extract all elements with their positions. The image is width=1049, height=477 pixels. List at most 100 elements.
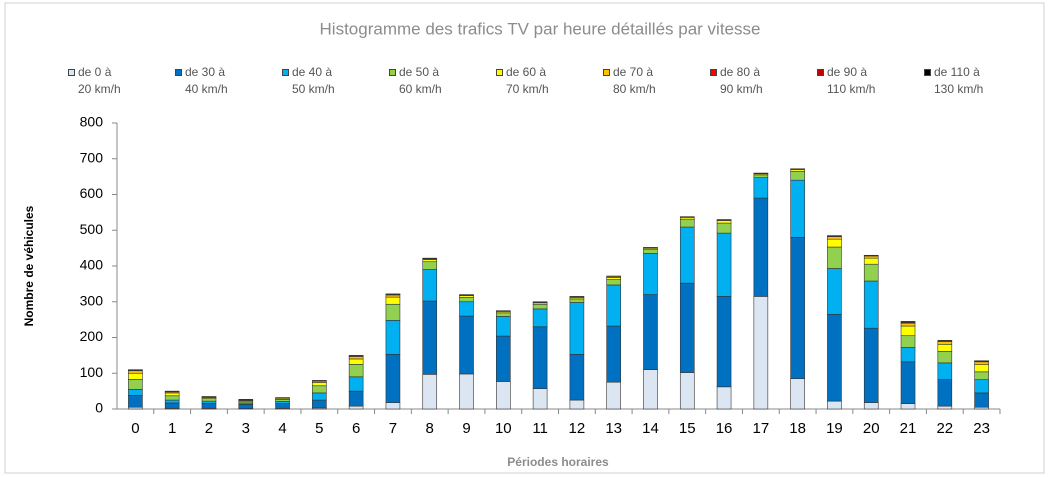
x-tick-label: 9 — [462, 420, 470, 437]
bar-segment — [128, 395, 143, 408]
y-tick-label: 0 — [95, 400, 103, 416]
bar-segment — [937, 405, 953, 410]
bar-segment — [827, 246, 842, 269]
bar-segment — [532, 326, 548, 389]
bar-segment — [422, 269, 438, 302]
legend-swatch — [817, 69, 824, 76]
bar-segment — [900, 325, 916, 337]
bar-segment — [275, 399, 290, 402]
bar-segment — [863, 327, 879, 403]
bar-segment — [532, 308, 548, 328]
y-tick-label: 100 — [80, 364, 104, 380]
bar-segment — [459, 301, 474, 317]
bar-segment — [312, 399, 327, 409]
bar-segment — [753, 296, 769, 410]
bar-segment — [937, 343, 953, 352]
bar-segment — [716, 220, 732, 224]
legend-label: de 30 à 40 km/h — [185, 65, 228, 96]
bar-segment — [312, 392, 327, 401]
x-tick-label: 14 — [642, 420, 659, 437]
bar-segment — [532, 303, 548, 310]
bar-segment — [385, 294, 401, 298]
bar-segment — [385, 402, 401, 410]
bar-segment — [422, 261, 438, 270]
x-tick-label: 5 — [315, 420, 323, 437]
bar-segment — [643, 253, 658, 295]
bar-segment — [827, 238, 842, 248]
bar-segment — [569, 302, 585, 355]
bar-segment — [900, 335, 916, 348]
bar-segment — [863, 255, 879, 259]
bar-segment — [569, 399, 585, 410]
bar-segment — [164, 402, 180, 409]
legend-label: de 80 à 90 km/h — [720, 65, 763, 96]
bar-segment — [459, 315, 474, 375]
bar-segment — [164, 399, 180, 404]
legend-item: de 50 à 60 km/h — [389, 64, 442, 98]
x-tick-label: 7 — [389, 420, 397, 437]
bar-segment — [606, 277, 621, 280]
bar-segment — [863, 263, 879, 282]
x-tick-label: 0 — [131, 420, 139, 437]
legend-item: de 60 à 70 km/h — [496, 64, 549, 98]
bar-segment — [238, 399, 254, 401]
bar-segment — [863, 280, 879, 329]
bar-segment — [937, 341, 953, 345]
bar-segment — [753, 197, 769, 297]
x-tick-label: 4 — [278, 420, 286, 437]
legend-item: de 0 à 20 km/h — [68, 64, 121, 98]
bar-segment — [201, 400, 217, 404]
bar-segment — [679, 282, 695, 373]
bar-segment — [863, 402, 879, 410]
bar-segment — [422, 374, 438, 410]
bar-segment — [643, 369, 658, 410]
bar-segment — [974, 361, 989, 365]
bar-segment — [348, 356, 364, 360]
bar-segment — [201, 398, 217, 402]
legend-swatch — [710, 69, 717, 76]
bar-segment — [385, 320, 401, 355]
x-tick-label: 3 — [242, 420, 250, 437]
legend-label: de 50 à 60 km/h — [399, 65, 442, 96]
bar-segment — [385, 354, 401, 403]
x-tick-label: 8 — [426, 420, 434, 437]
legend-item: de 70 à 80 km/h — [603, 64, 656, 98]
bar-segment — [716, 296, 732, 388]
bar-segment — [790, 378, 805, 410]
bar-segment — [753, 177, 769, 199]
bar-segment — [937, 351, 953, 364]
bar-segment — [643, 294, 658, 370]
bar-segment — [679, 218, 695, 228]
bar-segment — [496, 316, 511, 337]
x-tick-label: 2 — [205, 420, 213, 437]
bar-segment — [900, 403, 916, 410]
y-tick-label: 200 — [80, 328, 104, 344]
bar-segment — [606, 381, 621, 410]
x-tick-label: 23 — [973, 420, 990, 437]
bar-segment — [348, 364, 364, 378]
legend-label: de 90 à 110 km/h — [827, 65, 876, 96]
x-tick-label: 13 — [605, 420, 622, 437]
legend-swatch — [175, 69, 182, 76]
x-tick-label: 19 — [826, 420, 843, 437]
y-tick-label: 500 — [80, 221, 104, 237]
legend-swatch — [282, 69, 289, 76]
legend-label: de 110 à 130 km/h — [934, 65, 984, 96]
bar-segment — [532, 388, 548, 410]
legend-item: de 80 à 90 km/h — [710, 64, 763, 98]
bar-segment — [643, 248, 658, 254]
bar-segment — [790, 170, 805, 181]
x-tick-label: 12 — [569, 420, 586, 437]
bar-segment — [679, 226, 695, 284]
bar-segment — [348, 376, 364, 392]
legend-label: de 60 à 70 km/h — [506, 65, 549, 96]
y-tick-label: 700 — [80, 149, 104, 165]
bar-segment — [496, 335, 511, 382]
bar-segment — [827, 236, 842, 240]
legend-label: de 40 à 50 km/h — [292, 65, 335, 96]
bar-segment — [569, 354, 585, 401]
x-tick-label: 21 — [900, 420, 917, 437]
x-tick-label: 15 — [679, 420, 696, 437]
